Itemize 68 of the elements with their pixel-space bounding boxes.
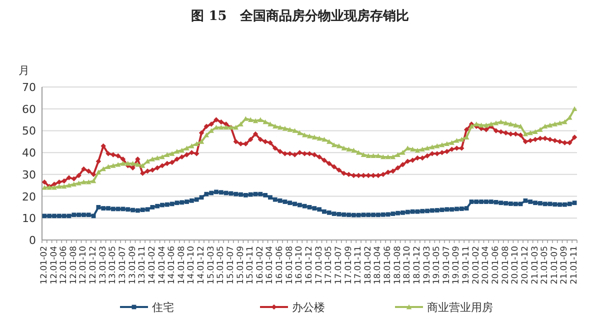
x-tick-label: 20.01-10 xyxy=(510,246,521,284)
x-tick-label: 15.01-09 xyxy=(236,246,246,284)
x-tick-label: 20.01-02 xyxy=(471,246,482,284)
x-tick-label: 18.01-02 xyxy=(363,246,374,284)
x-tick-label: 12.01-06 xyxy=(59,246,70,284)
y-tick-label: 0 xyxy=(29,234,36,247)
x-tick-label: 21.01-11 xyxy=(570,246,580,284)
x-tick-label: 17.01-07 xyxy=(334,246,344,284)
x-tick-label: 16.01-02 xyxy=(255,246,266,284)
x-tick-label: 17.01-11 xyxy=(354,246,364,284)
y-tick-label: 60 xyxy=(22,102,36,116)
x-tick-label: 15.01-07 xyxy=(226,246,236,284)
x-tick-label: 18.01-06 xyxy=(383,246,394,284)
x-tick-label: 14.01-04 xyxy=(157,246,168,284)
legend-label: 商业营业用房 xyxy=(427,301,493,314)
x-tick-label: 13.01-11 xyxy=(138,246,148,284)
y-tick-label: 70 xyxy=(22,81,36,94)
x-tick-label: 21.01-07 xyxy=(550,246,560,284)
x-tick-label: 20.01-06 xyxy=(491,246,502,284)
x-tick-label: 19.01-07 xyxy=(442,246,452,284)
x-tick-label: 14.01-10 xyxy=(186,246,197,284)
y-tick-label: 30 xyxy=(22,168,36,182)
x-tick-label: 13.01-07 xyxy=(118,246,128,284)
x-tick-label: 18.01-10 xyxy=(402,246,413,284)
y-tick-label: 20 xyxy=(22,190,36,204)
x-tick-label: 15.01-11 xyxy=(246,246,256,284)
x-tick-label: 13.01-05 xyxy=(108,246,118,284)
x-tick-label: 17.01-05 xyxy=(324,246,334,284)
y-tick-label: 50 xyxy=(22,124,36,138)
y-axis-title: 月 xyxy=(18,64,30,77)
x-tick-label: 18.01-12 xyxy=(412,246,422,284)
y-tick-label: 40 xyxy=(22,146,36,160)
x-tick-label: 15.01-05 xyxy=(216,246,226,284)
x-tick-label: 16.01-12 xyxy=(304,246,314,284)
x-tick-label: 19.01-05 xyxy=(432,246,442,284)
x-tick-label: 13.01-03 xyxy=(98,246,108,284)
x-tick-label: 19.01-09 xyxy=(452,246,462,284)
x-tick-label: 17.01-09 xyxy=(344,246,354,284)
x-tick-label: 15.01-03 xyxy=(206,246,216,284)
x-tick-label: 14.01-08 xyxy=(176,246,187,284)
x-tick-label: 17.01-03 xyxy=(314,246,324,284)
y-tick-label: 10 xyxy=(22,212,36,226)
x-tick-label: 14.01-06 xyxy=(167,246,178,284)
x-tick-label: 21.01-03 xyxy=(530,246,540,284)
x-tick-label: 19.01-03 xyxy=(422,246,432,284)
x-tick-label: 12.01-08 xyxy=(68,246,79,284)
x-tick-label: 21.01-09 xyxy=(560,246,570,284)
legend-label: 办公楼 xyxy=(292,301,325,314)
x-tick-label: 13.01-09 xyxy=(128,246,138,284)
legend-label: 住宅 xyxy=(152,301,174,314)
x-tick-label: 16.01-08 xyxy=(284,246,295,284)
x-tick-label: 18.01-04 xyxy=(373,246,384,284)
x-tick-label: 12.01-12 xyxy=(88,246,99,284)
x-tick-label: 19.01-11 xyxy=(462,246,472,284)
x-tick-label: 20.01-04 xyxy=(481,246,492,284)
x-tick-label: 14.01-12 xyxy=(196,246,207,284)
chart-title: 图 15 全国商品房分物业现房存销比 xyxy=(191,8,409,24)
x-tick-label: 16.01-04 xyxy=(265,246,276,284)
x-tick-label: 18.01-08 xyxy=(392,246,403,284)
x-tick-label: 21.01-05 xyxy=(540,246,550,284)
x-tick-label: 16.01-06 xyxy=(275,246,286,284)
x-tick-label: 12.01-04 xyxy=(49,246,60,284)
x-tick-label: 20.01-08 xyxy=(500,246,511,284)
x-tick-label: 14.01-02 xyxy=(147,246,158,284)
x-tick-label: 12.01-02 xyxy=(39,246,50,284)
x-tick-label: 16.01-10 xyxy=(294,246,305,284)
x-tick-label: 20.01-12 xyxy=(520,246,530,284)
x-tick-label: 12.01-10 xyxy=(78,246,89,284)
